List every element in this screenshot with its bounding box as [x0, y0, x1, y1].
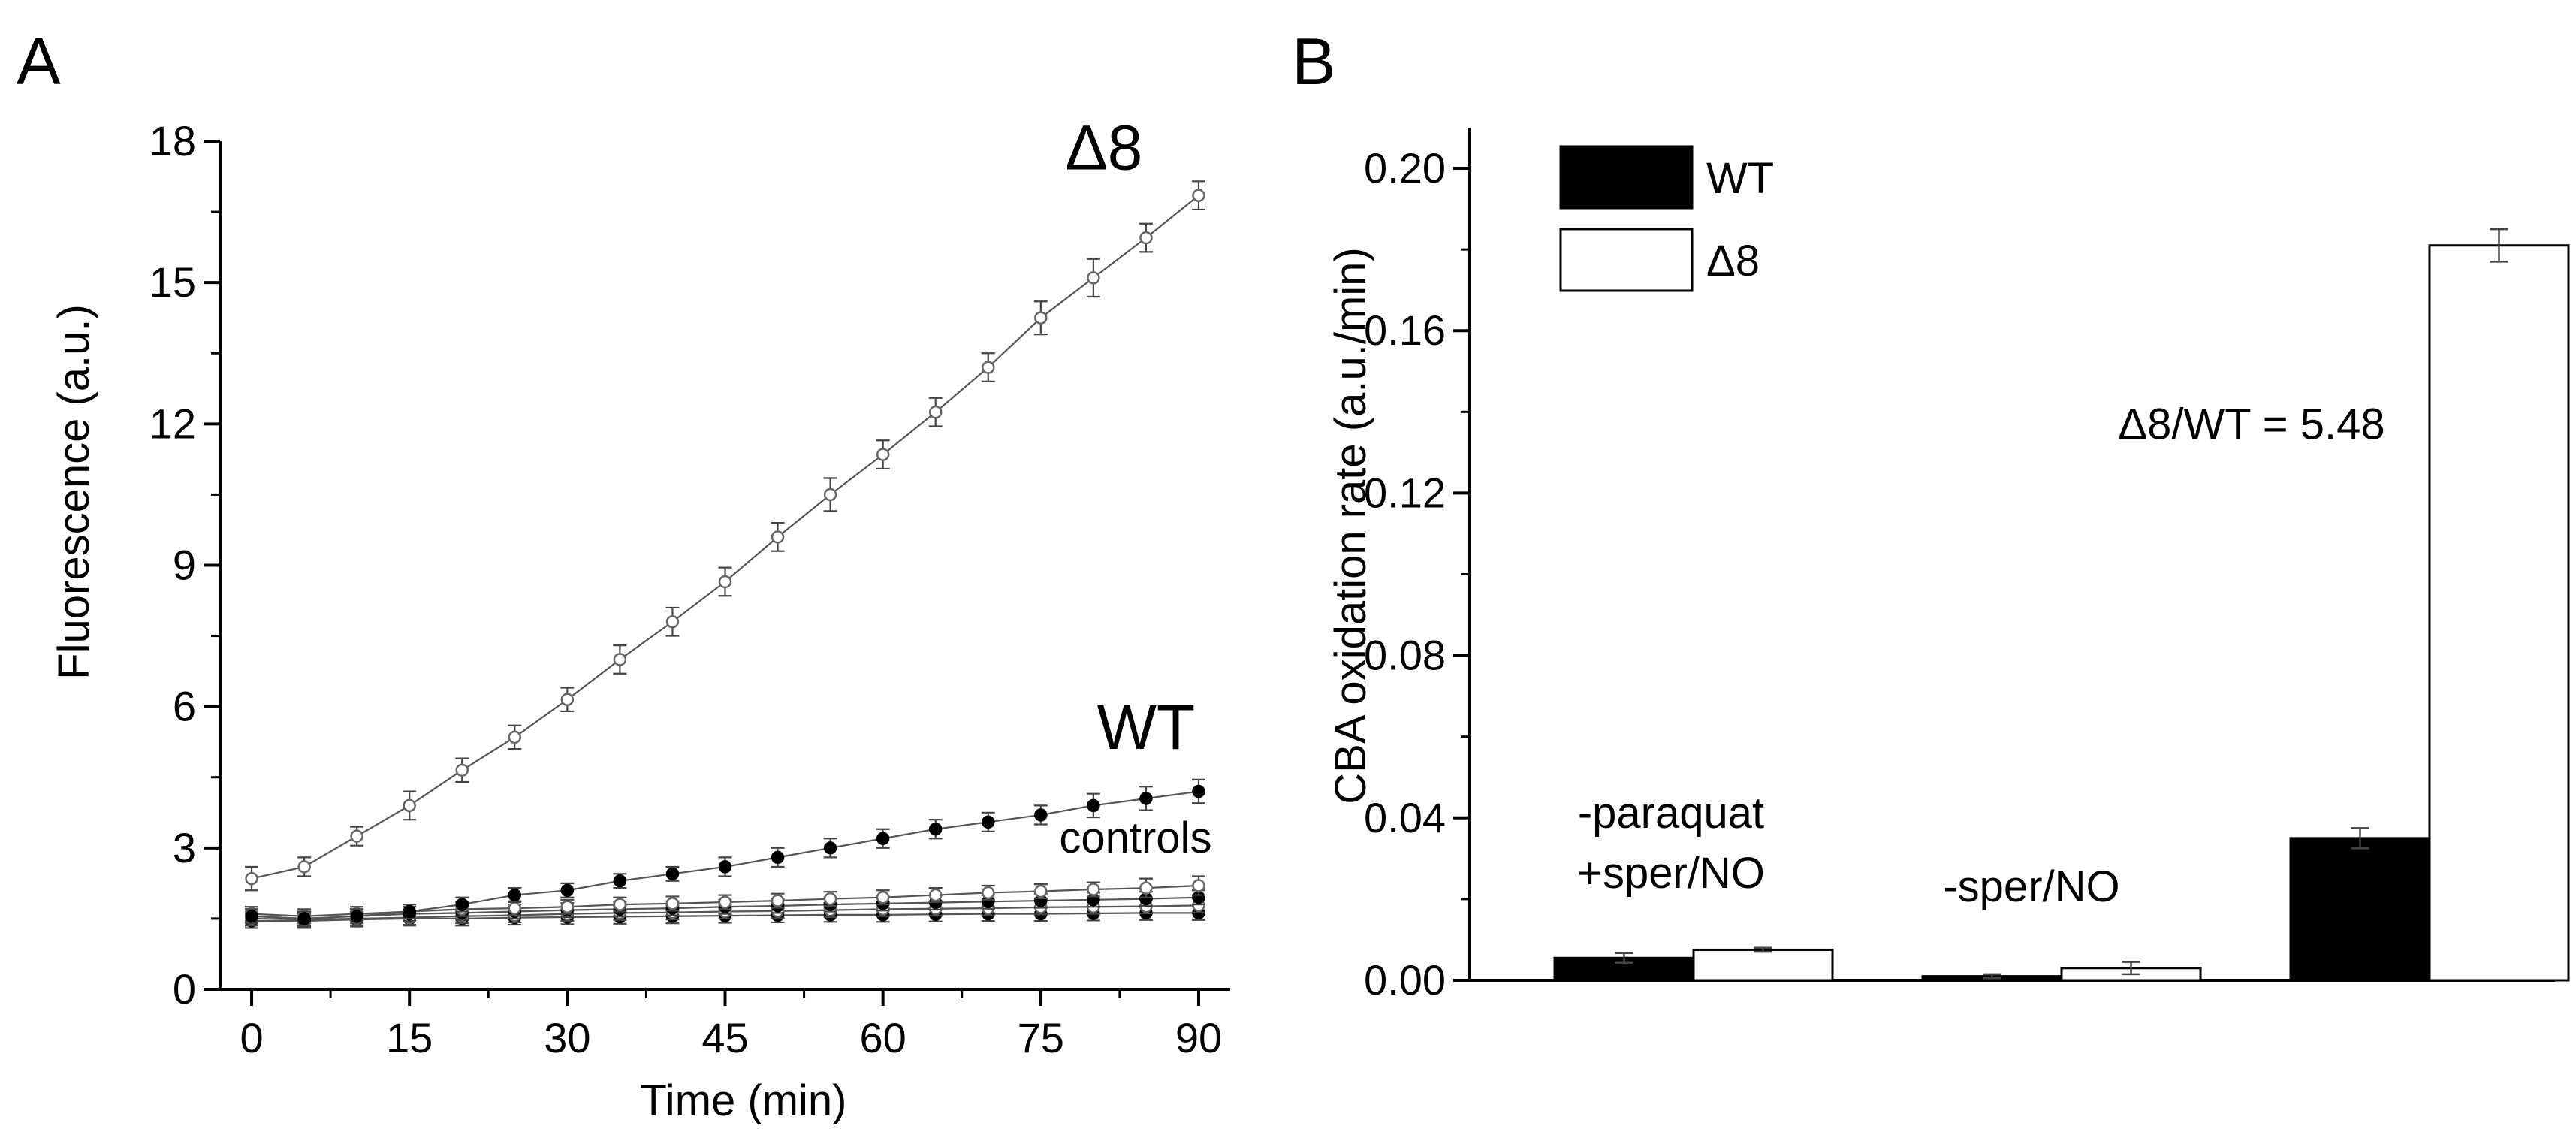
panel-a-x-axis-title: Time (min) — [641, 1076, 847, 1125]
panel-a-series--8-point — [350, 829, 363, 843]
panel-b-bar-delta8 — [2428, 244, 2570, 982]
panel-a-series--8-point — [1192, 189, 1205, 202]
panel-a-annotation: WT — [1097, 692, 1196, 762]
panel-b-category-label: -sper/NO — [1943, 862, 2119, 911]
panel-a-series-wt-point — [508, 888, 522, 902]
panel-a-series--8-point — [928, 405, 943, 419]
panel-a-line-chart: A Fluorescence (a.u.) Time (min) 0 3 6 9 12 1… — [17, 24, 1230, 1125]
panel-a-series-wt-point — [771, 850, 785, 865]
panel-a-y-tick-label: 0 — [173, 965, 196, 1013]
panel-a-x-tick-label: 30 — [544, 1014, 590, 1061]
panel-a-y-tick-label: 18 — [149, 117, 196, 165]
panel-a-series-wt-point — [823, 841, 837, 855]
panel-a-series--8-point — [1034, 311, 1048, 325]
panel-a-series-wt-point — [928, 822, 943, 836]
panel-a-series--8-point — [297, 860, 311, 874]
panel-a-series-wt-point — [876, 832, 890, 846]
panel-a-series--8-point — [823, 488, 837, 502]
panel-a-series-control-1-point — [665, 897, 680, 910]
panel-a-series-wt-point — [403, 904, 416, 919]
panel-b-y-tick-label: 0.04 — [1364, 794, 1446, 841]
panel-b-y-tick-label: 0.00 — [1364, 956, 1446, 1004]
panel-a-series--8-point — [876, 448, 890, 461]
panel-a-series-control-1-point — [823, 892, 837, 906]
legend-label-delta8: Δ8 — [1706, 237, 1760, 285]
panel-b-y-tick-label: 0.08 — [1364, 632, 1446, 679]
panel-b-y-tick-label: 0.20 — [1364, 144, 1446, 192]
panel-a-series-wt-point — [1087, 798, 1100, 813]
panel-a-series-control-1-point — [928, 888, 943, 902]
panel-a-series-control-1-point — [982, 886, 995, 900]
panel-a-series-wt-point — [245, 910, 258, 923]
panel-b-letter: B — [1292, 24, 1336, 98]
panel-b-bar-wt — [2289, 837, 2431, 982]
panel-a-series-wt-point — [560, 883, 575, 898]
panel-a-series--8-point — [613, 653, 627, 666]
panel-a-series-wt-point — [718, 860, 732, 874]
panel-b-bar-chart: B CBA oxidation rate (a.u./min) 0.00 0.04… — [1292, 24, 2570, 1004]
legend-swatch-delta8 — [1559, 228, 1694, 292]
panel-b-y-tick-label: 0.12 — [1364, 469, 1446, 516]
legend-swatch-wt — [1559, 145, 1694, 210]
panel-a-series-wt-point — [297, 912, 311, 925]
legend-label-wt: WT — [1706, 154, 1774, 203]
panel-a-series--8-point — [665, 615, 680, 629]
panel-a-series--8-point — [245, 871, 258, 886]
panel-a-y-tick-label: 15 — [149, 258, 196, 306]
panel-a-series-wt-point — [982, 815, 995, 829]
panel-b-legend: WT Δ8 — [1559, 145, 1774, 292]
panel-a-y-axis-title: Fluorescence (a.u.) — [50, 304, 98, 680]
panel-a-series-wt-point — [613, 874, 627, 888]
panel-a-series-control-1-point — [1139, 881, 1153, 895]
panel-a-series-wt-point — [350, 910, 363, 923]
panel-a-series-wt-point — [455, 898, 469, 911]
panel-a-y-tick-label: 3 — [173, 824, 196, 871]
panel-a-series-control-1-point — [508, 901, 522, 915]
panel-a-series--8-line — [251, 195, 1199, 880]
panel-a-series--8-point — [1087, 271, 1100, 285]
panel-a-y-tick-label: 12 — [149, 400, 196, 447]
panel-a-series-wt-point — [1034, 808, 1048, 822]
panel-a-letter: A — [17, 24, 61, 98]
panel-a-annotation: Δ8 — [1065, 113, 1142, 183]
panel-a-x-tick-label: 0 — [240, 1014, 263, 1061]
panel-a-series-control-1-point — [876, 890, 890, 904]
panel-a-x-tick-label: 90 — [1175, 1014, 1222, 1061]
panel-a-x-tick-label: 15 — [386, 1014, 433, 1061]
panel-a-x-tick-label: 45 — [701, 1014, 748, 1061]
panel-b-y-axis-title: CBA oxidation rate (a.u./min) — [1326, 247, 1375, 804]
panel-a-series--8-point — [771, 530, 785, 544]
panel-b-bar-delta8 — [1692, 948, 1834, 982]
panel-a-series-control-1-point — [560, 900, 575, 913]
panel-b-y-tick-label: 0.16 — [1364, 306, 1446, 354]
panel-a-series-control-1-point — [771, 894, 785, 907]
panel-a-y-tick-label: 9 — [173, 542, 196, 589]
panel-a-series--8-point — [982, 361, 995, 374]
panel-b-category-label: -paraquat — [1578, 789, 1764, 838]
panel-a-series-wt-point — [665, 867, 680, 881]
panel-a-series--8-point — [403, 798, 416, 813]
panel-a-series--8-point — [718, 575, 732, 589]
panel-a-series-control-1-point — [1192, 879, 1205, 892]
panel-b-ratio-annotation: Δ8/WT = 5.48 — [2118, 400, 2384, 449]
panel-a-series--8-point — [560, 693, 575, 707]
panel-a-y-tick-label: 6 — [173, 683, 196, 730]
panel-b-category-label: +sper/NO — [1577, 849, 1765, 898]
panel-a-series-control-1-point — [718, 895, 732, 909]
panel-a-series-wt-point — [1192, 784, 1205, 798]
panel-a-series-control-1-point — [1087, 883, 1100, 896]
panel-a-series--8-point — [455, 763, 469, 777]
panel-a-x-tick-label: 60 — [860, 1014, 906, 1061]
panel-a-series-control-1-point — [1034, 884, 1048, 898]
panel-a-annotation: controls — [1059, 814, 1211, 862]
panel-a-series-control-1-point — [613, 898, 627, 911]
panel-a-series--8-point — [508, 730, 522, 744]
panel-a-x-tick-label: 75 — [1018, 1014, 1064, 1061]
panel-a-series--8-point — [1139, 231, 1153, 245]
panel-a-series-wt-point — [1139, 792, 1153, 805]
